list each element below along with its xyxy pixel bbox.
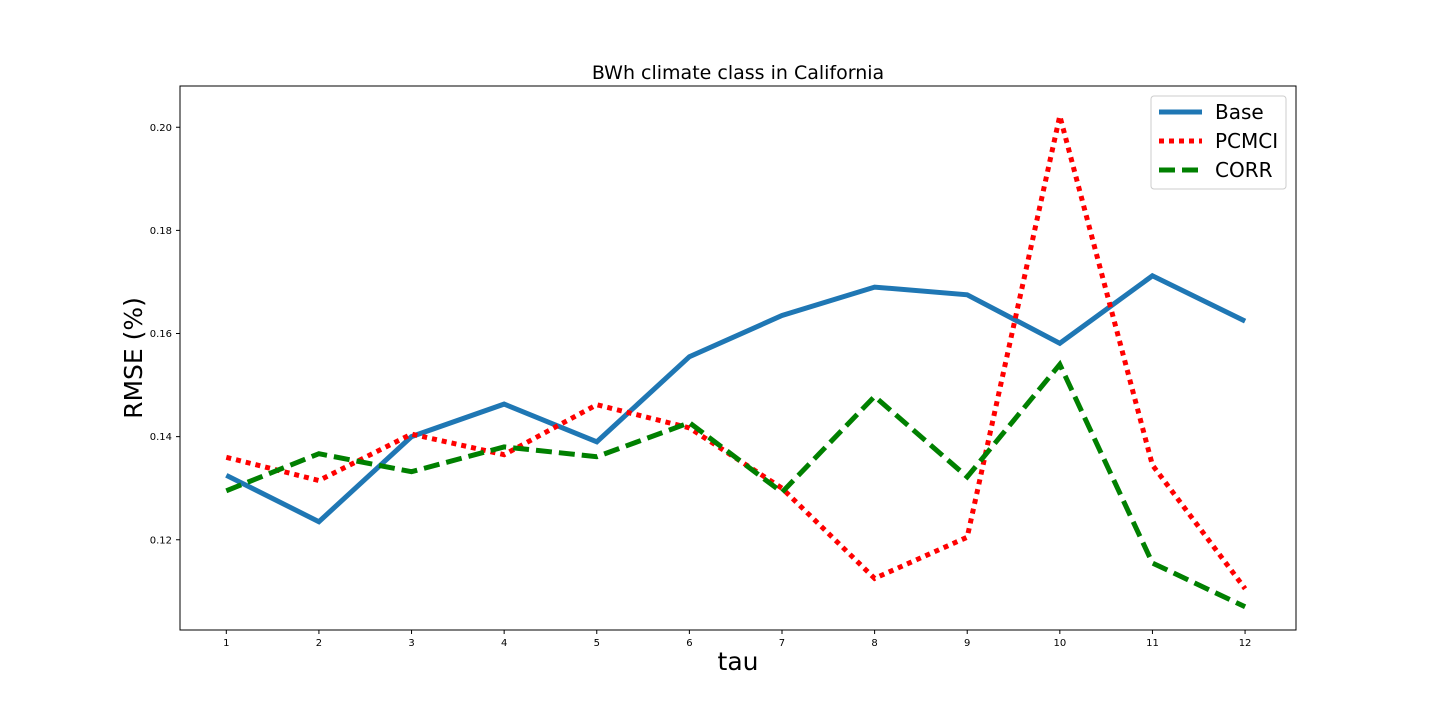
series-line-pcmci <box>225 115 1248 591</box>
x-tick-label: 10 <box>1053 638 1066 649</box>
plot-area <box>225 115 1248 610</box>
chart-title: BWh climate class in California <box>592 62 884 84</box>
y-tick-label: 0.16 <box>150 329 172 340</box>
x-tick-label: 9 <box>964 638 970 649</box>
x-tick-label: 3 <box>408 638 414 649</box>
y-axis: 0.12 0.14 0.16 0.18 0.20 <box>150 123 180 546</box>
x-axis: 1 2 3 4 5 6 7 8 9 10 11 12 <box>223 630 1251 649</box>
x-tick-label: 1 <box>223 638 229 649</box>
y-tick-label: 0.12 <box>150 535 172 546</box>
x-tick-label: 2 <box>316 638 322 649</box>
x-tick-label: 8 <box>871 638 877 649</box>
x-tick-label: 5 <box>594 638 600 649</box>
x-tick-label: 4 <box>501 638 507 649</box>
x-axis-label: tau <box>718 647 759 676</box>
x-tick-label: 7 <box>779 638 785 649</box>
series-line-corr <box>225 359 1247 610</box>
x-tick-label: 11 <box>1146 638 1159 649</box>
legend-label-base: Base <box>1215 100 1264 124</box>
legend-label-pcmci: PCMCI <box>1215 129 1278 153</box>
x-tick-label: 12 <box>1239 638 1252 649</box>
legend: Base PCMCI CORR <box>1150 95 1287 190</box>
legend-label-corr: CORR <box>1215 158 1273 182</box>
y-tick-label: 0.20 <box>150 123 172 134</box>
legend-frame <box>1150 95 1287 190</box>
y-tick-label: 0.14 <box>150 432 172 443</box>
x-tick-label: 6 <box>686 638 692 649</box>
axes-frame <box>179 85 1297 631</box>
series-line-base <box>225 272 1247 525</box>
y-tick-label: 0.18 <box>150 226 172 237</box>
y-axis-label: RMSE (%) <box>119 297 148 419</box>
